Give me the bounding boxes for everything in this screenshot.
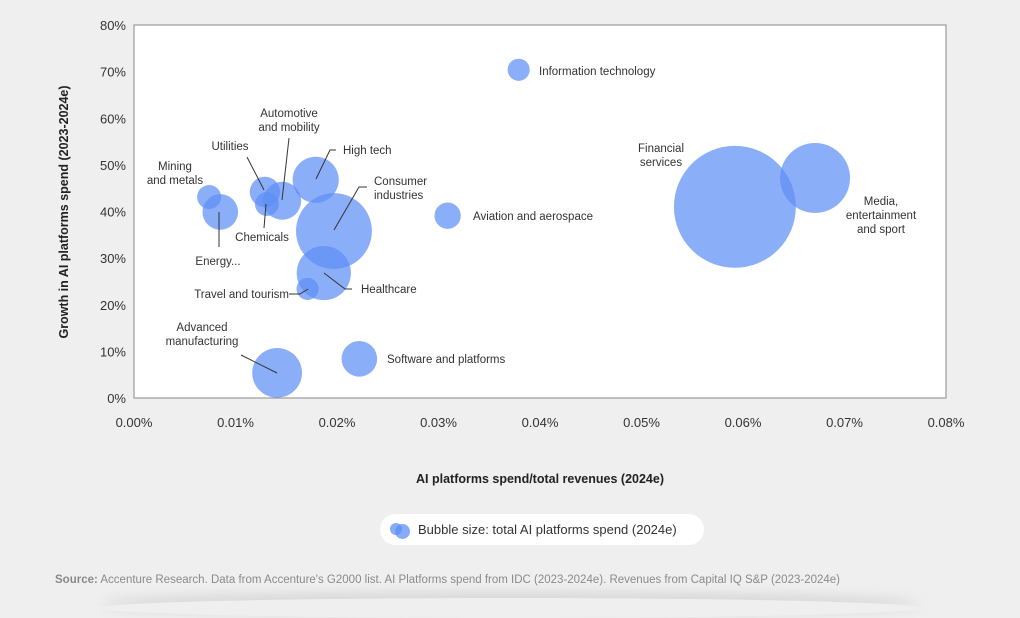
bubble-label: Energy...	[195, 256, 240, 268]
x-tick-label: 0.07%	[826, 415, 863, 430]
leader-line	[323, 272, 352, 290]
bubble-label: Information technology	[539, 66, 656, 78]
y-tick-label: 70%	[100, 65, 126, 80]
legend: Bubble size: total AI platforms spend (2…	[380, 514, 704, 545]
leader-line	[240, 354, 278, 374]
y-tick-label: 0%	[107, 391, 126, 406]
source-note: Source: Accenture Research. Data from Ac…	[55, 574, 840, 586]
y-tick-label: 20%	[100, 298, 126, 313]
y-tick-label: 30%	[100, 251, 126, 266]
x-axis-title: AI platforms spend/total revenues (2024e…	[416, 472, 664, 486]
y-axis-title: Growth in AI platforms spend (2023-2024e…	[57, 85, 71, 338]
bubble-legend-icon	[388, 520, 414, 540]
x-tick-label: 0.04%	[522, 415, 559, 430]
x-tick-label: 0.01%	[217, 415, 254, 430]
bubble-label: Software and platforms	[387, 354, 506, 366]
leader-line	[246, 156, 265, 191]
legend-text: Bubble size: total AI platforms spend (2…	[418, 522, 677, 537]
leader-line	[315, 149, 336, 180]
bubble[interactable]	[252, 347, 302, 398]
bubble[interactable]	[202, 194, 239, 230]
leader-line	[281, 137, 290, 201]
y-tick-label: 60%	[100, 111, 126, 126]
bubble[interactable]	[507, 58, 530, 81]
bubble-label: High tech	[343, 145, 392, 157]
bubble[interactable]	[263, 181, 302, 220]
bubble[interactable]	[292, 156, 339, 203]
card-shadow	[100, 598, 920, 618]
source-text: Accenture Research. Data from Accenture'…	[100, 574, 841, 586]
y-tick-label: 80%	[100, 18, 126, 33]
bubble[interactable]	[673, 145, 796, 268]
x-tick-label: 0.00%	[116, 415, 153, 430]
x-tick-label: 0.06%	[725, 415, 762, 430]
bubble-label: Advanced manufacturing	[166, 322, 239, 348]
bubble-label: Consumer industries	[374, 176, 427, 202]
x-tick-label: 0.05%	[623, 415, 660, 430]
y-tick-label: 40%	[100, 205, 126, 220]
bubble-label: Utilities	[211, 141, 248, 153]
x-tick-label: 0.03%	[420, 415, 457, 430]
source-prefix: Source:	[55, 574, 98, 586]
y-tick-label: 50%	[100, 158, 126, 173]
x-tick-label: 0.08%	[928, 415, 965, 430]
leader-line	[263, 203, 267, 229]
bubble-label: Mining and metals	[147, 161, 204, 187]
bubble-label: Financial services	[638, 143, 684, 169]
bubble[interactable]	[341, 341, 378, 377]
x-tick-label: 0.02%	[319, 415, 356, 430]
bubble[interactable]	[780, 142, 851, 213]
bubble-label: Chemicals	[235, 232, 289, 244]
bubble-label: Automotive and mobility	[258, 108, 320, 134]
bubble-label: Healthcare	[361, 284, 417, 296]
bubble-label: Aviation and aerospace	[473, 211, 593, 223]
bubble-label: Travel and tourism	[194, 289, 289, 301]
bubble-label: Media, entertainment and sport	[846, 196, 917, 236]
bubble[interactable]	[434, 202, 461, 229]
y-tick-label: 10%	[100, 344, 126, 359]
leader-line	[333, 186, 367, 231]
leader-line	[289, 288, 309, 295]
